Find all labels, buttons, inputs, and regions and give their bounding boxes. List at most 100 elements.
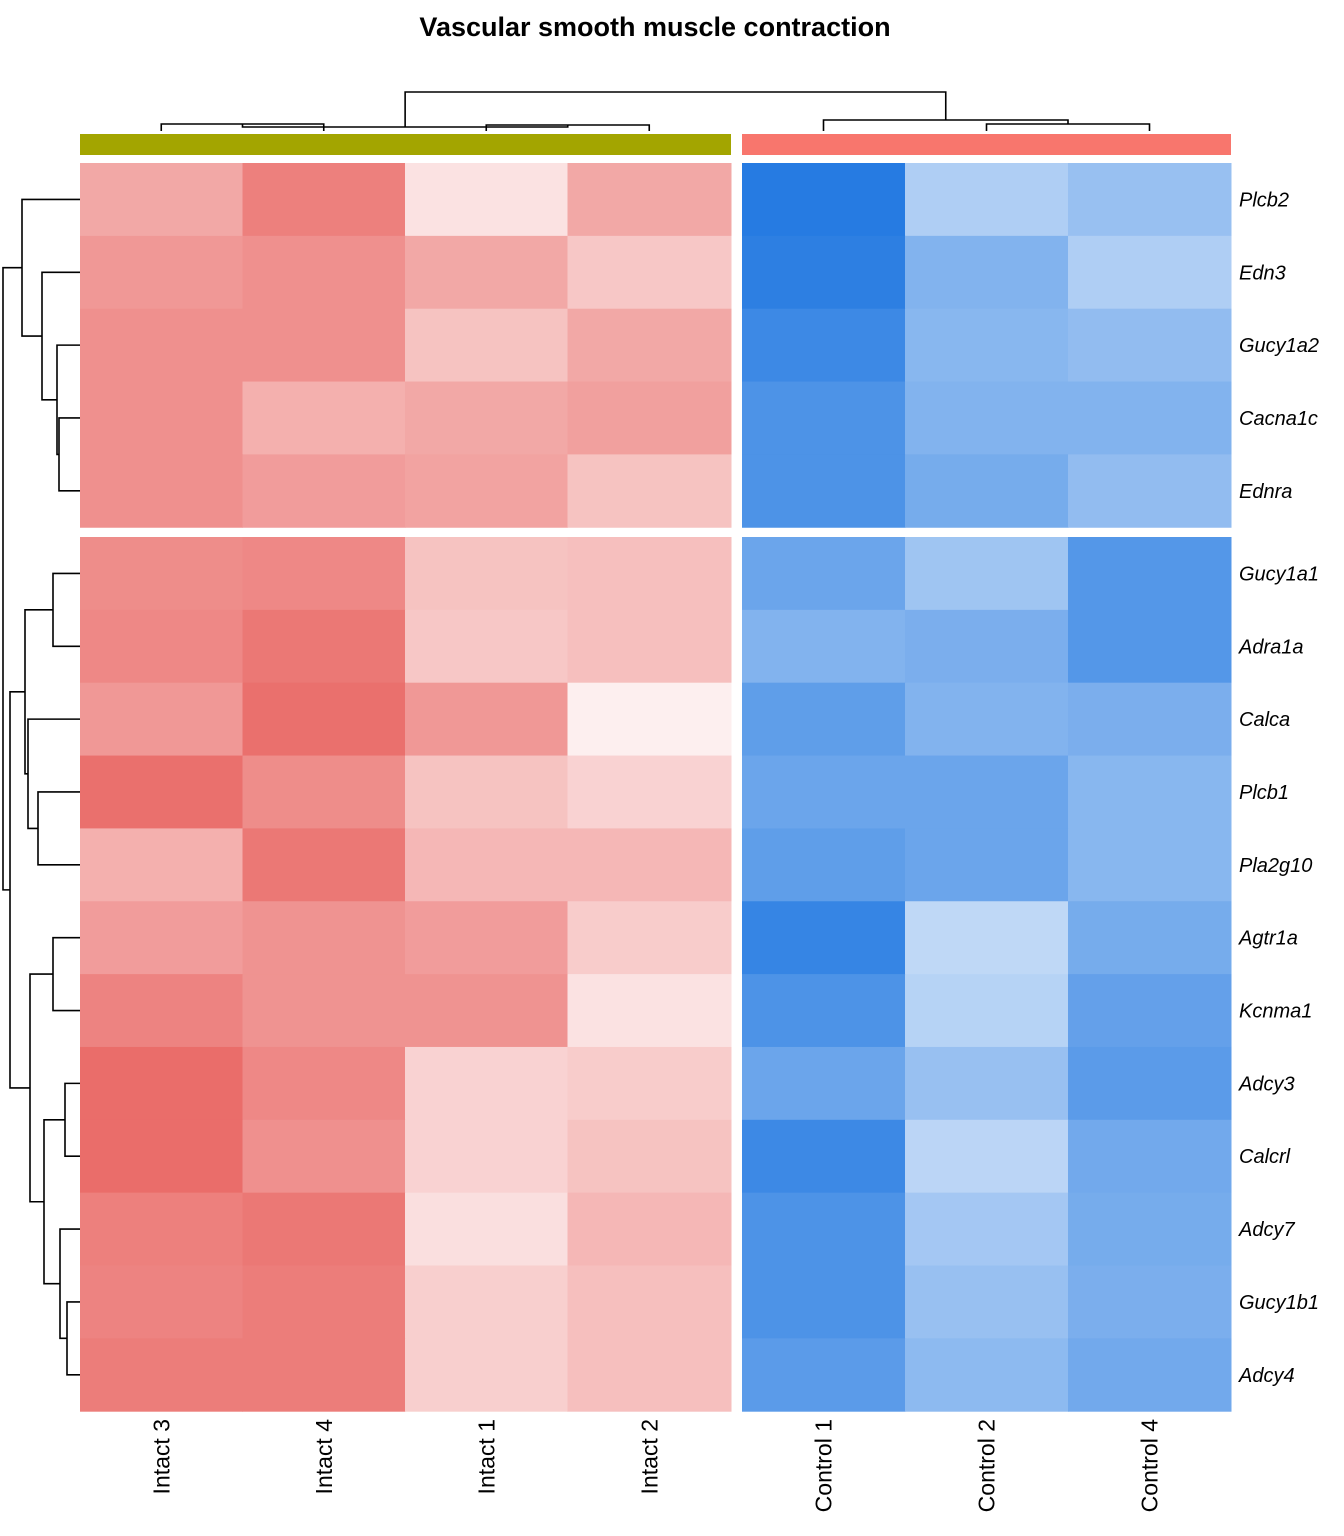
heatmap-cell-adcy3-intact-3 [80, 1046, 243, 1121]
heatmap-cell-ednra-control-2 [905, 454, 1069, 528]
heatmap-cell-ednra-control-4 [1068, 454, 1232, 528]
heatmap-cell-agtr1a-intact-4 [242, 901, 406, 975]
column-label-control-4: Control 4 [1137, 1419, 1163, 1513]
heatmap-cell-adcy4-control-4 [1068, 1338, 1232, 1412]
heatmap-cell-edn3-control-4 [1068, 235, 1232, 310]
heatmap-cell-adcy3-control-2 [905, 1046, 1069, 1121]
heatmap-cell-adcy7-control-2 [905, 1192, 1069, 1266]
heatmap-cell-gucy1a2-intact-1 [405, 308, 568, 383]
column-label-control-2: Control 2 [974, 1419, 1000, 1512]
heatmap-cell-adcy4-intact-2 [567, 1338, 732, 1412]
column-label-intact-1: Intact 1 [473, 1419, 499, 1494]
row-dendro-link-14 [29, 973, 53, 1203]
heatmap-cell-calcrl-control-4 [1068, 1119, 1232, 1194]
row-label-plcb2: Plcb2 [1239, 189, 1289, 211]
heatmap-cell-plcb2-intact-2 [567, 163, 732, 237]
heatmap-cell-calcrl-intact-3 [80, 1119, 243, 1194]
heatmap-cell-plcb2-control-4 [1068, 163, 1232, 237]
row-dendro-link-12 [59, 1228, 80, 1340]
col-dendro-link-4 [985, 123, 1151, 131]
row-label-adcy4: Adcy4 [1238, 1365, 1295, 1387]
heatmap-cell-gucy1a1-control-2 [905, 537, 1069, 611]
row-label-adcy7: Adcy7 [1238, 1219, 1295, 1241]
heatmap-cell-gucy1b1-control-4 [1068, 1265, 1232, 1339]
row-label-adra1a: Adra1a [1238, 636, 1304, 658]
heatmap-cell-adcy7-intact-2 [567, 1192, 732, 1266]
heatmap-cell-agtr1a-control-2 [905, 901, 1069, 975]
heatmap-cell-adra1a-control-1 [742, 609, 906, 684]
heatmap-cell-kcnma1-intact-3 [80, 974, 243, 1048]
heatmap-cell-calcrl-control-1 [742, 1119, 906, 1194]
heatmap-cell-plcb1-intact-4 [242, 755, 406, 829]
heatmap-cell-gucy1a2-intact-3 [80, 308, 243, 383]
heatmap-cell-adcy4-intact-3 [80, 1338, 243, 1412]
heatmap-cell-gucy1b1-intact-3 [80, 1265, 243, 1339]
row-dendro-link-7 [27, 718, 80, 830]
row-label-plcb1: Plcb1 [1239, 782, 1289, 804]
heatmap-cell-cacna1c-control-2 [905, 381, 1069, 455]
heatmap-cell-adcy3-intact-4 [242, 1046, 406, 1121]
heatmap-cell-plcb1-intact-3 [80, 755, 243, 829]
heatmap-cell-gucy1b1-intact-1 [405, 1265, 568, 1339]
heatmap-cell-calca-intact-3 [80, 682, 243, 757]
heatmap-cell-adra1a-intact-1 [405, 609, 568, 684]
row-label-calcrl: Calcrl [1239, 1146, 1291, 1168]
heatmap-cell-plcb1-control-4 [1068, 755, 1232, 829]
heatmap-cell-gucy1a2-intact-4 [242, 308, 406, 383]
heatmap-cell-adcy7-control-4 [1068, 1192, 1232, 1266]
heatmap-cell-calca-control-4 [1068, 682, 1232, 757]
heatmap-cell-kcnma1-control-2 [905, 974, 1069, 1048]
row-dendro-link-6 [37, 791, 80, 866]
heatmap-cell-ednra-intact-4 [242, 454, 406, 528]
row-label-gucy1b1: Gucy1b1 [1239, 1292, 1319, 1314]
heatmap-cell-calcrl-control-2 [905, 1119, 1069, 1194]
heatmap-cell-gucy1a1-intact-1 [405, 537, 568, 611]
row-labels: Plcb2 Edn3 Gucy1a2 Cacna1c Ednra Gucy1a1 Adra1… [1238, 189, 1319, 1386]
column-label-control-1: Control 1 [811, 1419, 837, 1512]
row-label-pla2g10: Pla2g10 [1239, 855, 1312, 877]
heatmap-cell-gucy1a2-intact-2 [567, 308, 732, 383]
row-dendro-link-10 [64, 1082, 80, 1158]
heatmap-cell-calcrl-intact-1 [405, 1119, 568, 1194]
heatmap-cell-calca-intact-1 [405, 682, 568, 757]
row-label-gucy1a2: Gucy1a2 [1239, 335, 1319, 357]
row-label-gucy1a1: Gucy1a1 [1239, 563, 1319, 585]
row-dendro-link-16 [2, 266, 22, 891]
row-dendrogram [2, 198, 80, 1376]
annotation-group-2 [742, 134, 1231, 155]
row-label-edn3: Edn3 [1239, 262, 1286, 284]
heatmap-cell-edn3-intact-1 [405, 235, 568, 310]
heatmap-cell-calcrl-intact-2 [567, 1119, 732, 1194]
heatmap-cell-ednra-intact-3 [80, 454, 243, 528]
heatmap-cell-plcb2-intact-4 [242, 163, 406, 237]
heatmap-cell-adcy7-control-1 [742, 1192, 906, 1266]
heatmap-cell-adcy4-control-1 [742, 1338, 906, 1412]
heatmap-cell-gucy1b1-intact-2 [567, 1265, 732, 1339]
heatmap-cell-cacna1c-control-4 [1068, 381, 1232, 455]
heatmap-cell-pla2g10-control-4 [1068, 828, 1232, 902]
heatmap-cell-plcb2-intact-3 [80, 163, 243, 237]
heatmap-cell-ednra-control-1 [742, 454, 906, 528]
row-dendro-link-4 [21, 198, 80, 337]
heatmap-cell-ednra-intact-1 [405, 454, 568, 528]
heatmap-cell-gucy1a1-control-1 [742, 537, 906, 611]
heatmap-cell-pla2g10-intact-2 [567, 828, 732, 902]
heatmap-cell-adcy3-control-1 [742, 1046, 906, 1121]
column-labels: Intact 3 Intact 4 Intact 1 Intact 2 Control … [148, 1419, 1162, 1513]
heatmap-cells [80, 163, 1232, 1412]
column-dendrogram [160, 91, 1151, 131]
heatmap-cell-plcb1-control-1 [742, 755, 906, 829]
row-dendro-link-9 [52, 936, 80, 1012]
heatmap-cell-kcnma1-control-1 [742, 974, 906, 1048]
heatmap-cell-edn3-intact-2 [567, 235, 732, 310]
row-dendro-link-8 [24, 609, 53, 775]
annotation-group-1 [80, 134, 731, 155]
heatmap-cell-adcy3-intact-1 [405, 1046, 568, 1121]
heatmap-cell-adra1a-intact-3 [80, 609, 243, 684]
heatmap-cell-gucy1a2-control-1 [742, 308, 906, 383]
chart-title: Vascular smooth muscle contraction [419, 12, 890, 42]
heatmap-cell-cacna1c-intact-1 [405, 381, 568, 455]
heatmap-cell-agtr1a-intact-1 [405, 901, 568, 975]
row-dendro-link-15 [9, 691, 30, 1089]
